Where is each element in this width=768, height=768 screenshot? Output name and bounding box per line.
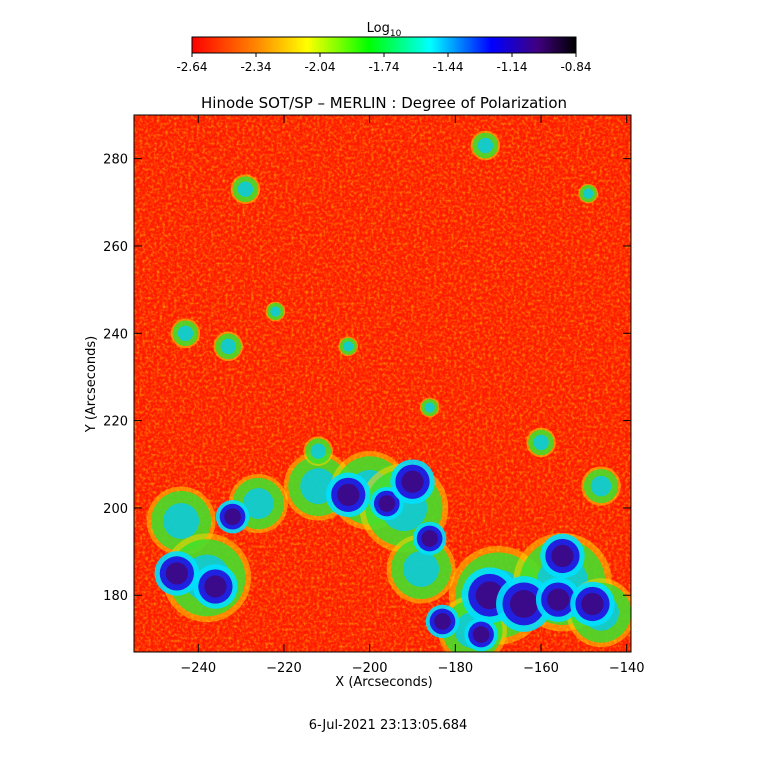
strong-region-core [547, 588, 570, 611]
moderate-region-core [163, 503, 200, 540]
x-tick-label: −140 [609, 661, 645, 676]
y-axis: 180 200 220 240 260 280 [103, 153, 631, 604]
colorbar-label: Log10 [367, 21, 402, 39]
moderate-region-core [343, 341, 354, 352]
moderate-region-core [177, 325, 194, 342]
strong-region-core [434, 613, 451, 630]
strong-region-core [421, 530, 438, 547]
x-tick-label: −220 [266, 661, 302, 676]
plot-frame [133, 114, 632, 653]
strong-region-core [581, 592, 604, 616]
y-tick-label: 180 [103, 589, 128, 604]
moderate-region-core [403, 551, 440, 588]
x-tick-label: −200 [352, 661, 388, 676]
chart-title: Hinode SOT/SP – MERLIN : Degree of Polar… [201, 94, 567, 112]
polarization-regions [146, 130, 631, 652]
timestamp: 6-Jul-2021 23:13:05.684 [309, 718, 468, 733]
moderate-region-core [237, 181, 254, 197]
colorbar-tick-label: -2.04 [304, 60, 335, 74]
x-tick-label: −240 [180, 661, 216, 676]
strong-region-core [165, 562, 188, 585]
x-tick-label: −160 [523, 661, 559, 676]
strong-region-core [551, 544, 574, 568]
colorbar-tick-label: -2.34 [240, 60, 271, 74]
y-axis-label: Y (Arcseconds) [84, 336, 99, 433]
colorbar-tick-label: -0.84 [560, 60, 591, 74]
colorbar-tick-label: -1.44 [432, 60, 463, 74]
colorbar-tick-label: -1.14 [496, 60, 527, 74]
heatmap-image [134, 115, 631, 652]
y-tick-label: 280 [103, 153, 128, 168]
strong-region-core [224, 508, 241, 526]
y-tick-label: 260 [103, 240, 128, 255]
x-axis-label: X (Arcseconds) [335, 675, 432, 690]
moderate-region-core [310, 443, 326, 459]
moderate-region-core [533, 434, 549, 451]
colorbar-tick-label: -2.64 [176, 60, 207, 74]
y-tick-label: 220 [103, 415, 128, 430]
strong-region-core [337, 483, 360, 506]
strong-region-core [204, 575, 227, 598]
y-tick-label: 200 [103, 502, 128, 517]
strong-region-core [401, 470, 424, 493]
moderate-region-core [242, 488, 274, 519]
colorbar-ticks: -2.64 -2.34 -2.04 -1.74 -1.44 -1.14 -0.84 [176, 53, 592, 74]
x-tick-label: −180 [437, 661, 473, 676]
colorbar: Log10 -2.64 -2.34 -2.04 -1.74 -1.44 -1.14 -0.8… [176, 21, 591, 74]
strong-region-core [378, 495, 396, 512]
x-axis: −240 −220 −200 −180 −160 −140 [180, 115, 645, 676]
moderate-region-core [583, 188, 594, 199]
strong-region-core [509, 590, 538, 618]
moderate-region-core [220, 338, 236, 355]
moderate-region-core [270, 306, 281, 317]
colorbar-gradient [191, 36, 577, 54]
moderate-region-core [424, 402, 435, 413]
moderate-region-core [477, 137, 494, 154]
y-tick-label: 240 [103, 327, 128, 342]
colorbar-tick-label: -1.74 [368, 60, 399, 74]
moderate-region-core [590, 475, 612, 497]
strong-region-core [472, 626, 490, 643]
